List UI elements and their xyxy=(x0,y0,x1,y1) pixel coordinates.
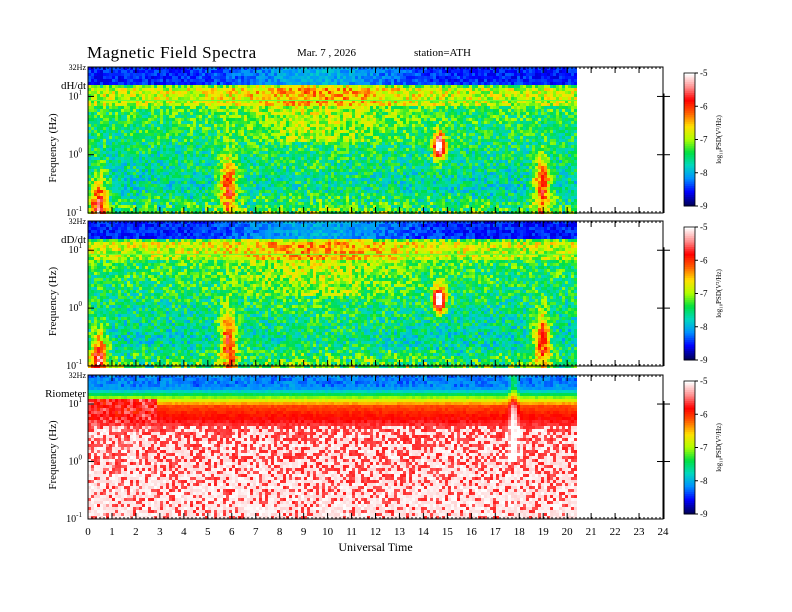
colorbar-tick-label: -6 xyxy=(700,101,708,111)
x-tick-label: 6 xyxy=(229,526,235,538)
colorbar-label: log₁₀PSD(V²/Hz) xyxy=(715,269,723,318)
x-tick-label: 15 xyxy=(442,526,454,538)
page-title: Magnetic Field Spectra xyxy=(87,43,257,63)
colorbar: -5 -6 -7 -8 -9 log₁₀PSD(V²/Hz) xyxy=(683,68,723,211)
panel-label: dD/dt xyxy=(61,234,86,246)
x-tick-label: 2 xyxy=(133,526,139,538)
panel-label: dH/dt xyxy=(61,80,86,92)
y-tick-label: 100 xyxy=(69,454,83,468)
y-axis-label: Frequency (Hz) xyxy=(47,267,59,337)
colorbar-tick-label: -6 xyxy=(700,409,708,419)
x-tick-label: 5 xyxy=(205,526,211,538)
x-tick-label: 8 xyxy=(277,526,283,538)
x-tick-label: 13 xyxy=(394,526,406,538)
colorbar-label: log₁₀PSD(V²/Hz) xyxy=(715,423,723,472)
x-tick-label: 4 xyxy=(181,526,187,538)
colorbar-tick-label: -8 xyxy=(700,476,708,486)
y-top-label: 32Hz xyxy=(69,371,87,380)
x-tick-label: 18 xyxy=(514,526,526,538)
panel-riometer: 32Hz 101 100 10-1 Frequency (Hz) Riometer -5 -6… xyxy=(45,371,723,525)
y-top-label: 32Hz xyxy=(69,63,87,72)
y-tick-label: 10-1 xyxy=(66,205,82,219)
colorbar-tick-label: -8 xyxy=(700,322,708,332)
x-tick-label: 14 xyxy=(418,526,430,538)
x-tick-label: 23 xyxy=(634,526,646,538)
x-tick-label: 16 xyxy=(466,526,478,538)
colorbar-tick-label: -9 xyxy=(700,355,708,365)
colorbar-tick-label: -9 xyxy=(700,201,708,211)
date-label: Mar. 7 , 2026 xyxy=(297,47,356,59)
panel-label: Riometer xyxy=(45,388,86,400)
colorbar-tick-label: -7 xyxy=(700,135,708,145)
y-tick-label: 10-1 xyxy=(66,358,82,372)
y-tick-label: 10-1 xyxy=(66,511,82,525)
x-tick-label: 22 xyxy=(610,526,621,538)
x-tick-label: 21 xyxy=(586,526,597,538)
x-axis-label: Universal Time xyxy=(338,540,412,554)
y-tick-label: 101 xyxy=(69,88,83,102)
y-axis-label: Frequency (Hz) xyxy=(47,113,59,183)
colorbar-label: log₁₀PSD(V²/Hz) xyxy=(715,115,723,164)
spectrogram-cells xyxy=(88,67,577,214)
x-tick-label: 20 xyxy=(562,526,574,538)
colorbar-tick-label: -5 xyxy=(700,68,708,78)
minor-tick-marks xyxy=(87,221,661,366)
colorbar-tick-label: -6 xyxy=(700,255,708,265)
colorbar: -5 -6 -7 -8 -9 log₁₀PSD(V²/Hz) xyxy=(683,376,723,519)
x-tick-label: 24 xyxy=(658,526,670,538)
x-tick-label: 3 xyxy=(157,526,163,538)
colorbar-tick-label: -7 xyxy=(700,289,708,299)
colorbar-tick-label: -5 xyxy=(700,222,708,232)
x-tick-label: 1 xyxy=(109,526,115,538)
colorbar: -5 -6 -7 -8 -9 log₁₀PSD(V²/Hz) xyxy=(683,222,723,365)
y-axis-label: Frequency (Hz) xyxy=(47,420,59,490)
x-tick-label: 19 xyxy=(538,526,550,538)
station-label: station=ATH xyxy=(414,47,471,59)
y-tick-label: 100 xyxy=(69,147,83,161)
colorbar-tick-label: -5 xyxy=(700,376,708,386)
x-tick-label: 11 xyxy=(346,526,357,538)
y-top-label: 32Hz xyxy=(69,217,87,226)
y-tick-label: 101 xyxy=(69,396,83,410)
x-tick-label: 17 xyxy=(490,526,502,538)
colorbar-tick-label: -7 xyxy=(700,443,708,453)
spectrogram-cells xyxy=(88,221,577,368)
y-tick-label: 100 xyxy=(69,300,83,314)
x-tick-label: 10 xyxy=(322,526,334,538)
colorbar-tick-label: -8 xyxy=(700,168,708,178)
spectrogram-cells xyxy=(88,375,577,519)
x-tick-label: 0 xyxy=(85,526,91,538)
x-tick-label: 7 xyxy=(253,526,259,538)
colorbar-tick-label: -9 xyxy=(700,509,708,519)
y-tick-label: 101 xyxy=(69,242,83,256)
x-tick-label: 12 xyxy=(370,526,381,538)
x-tick-label: 9 xyxy=(301,526,307,538)
